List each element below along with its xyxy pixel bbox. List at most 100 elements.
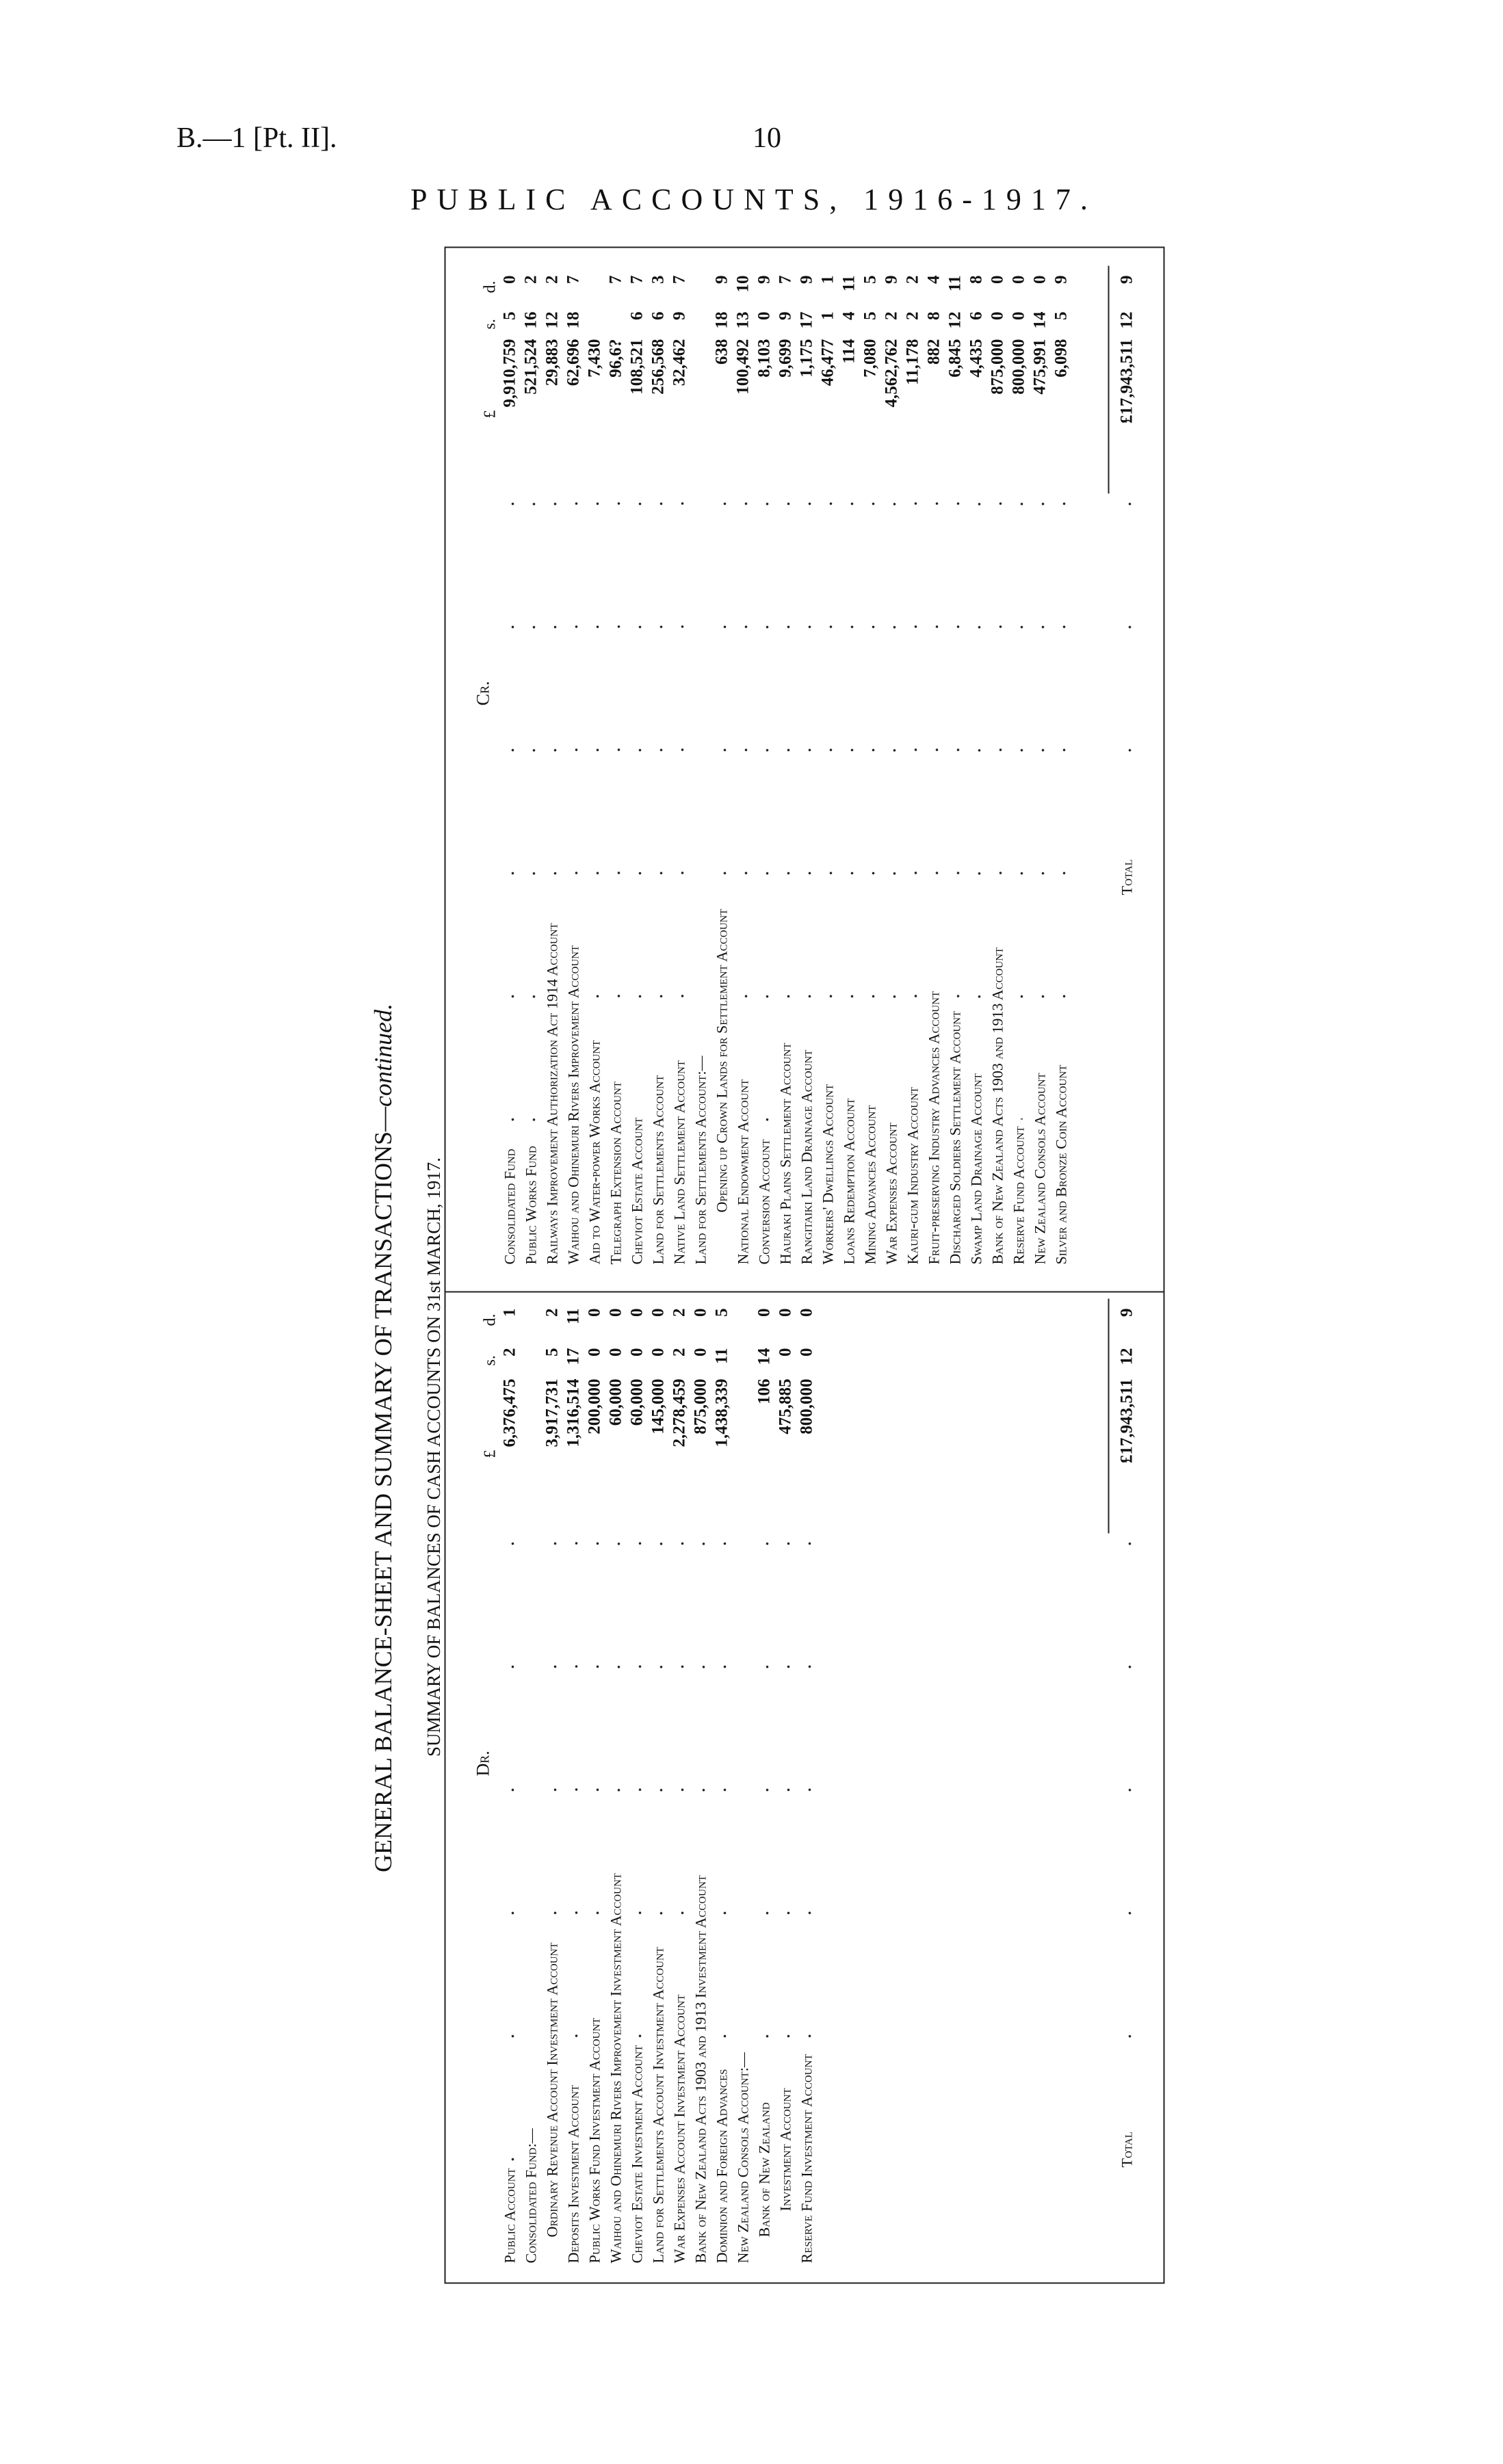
table-row: Consolidated Fund <box>499 436 521 1265</box>
amount-pounds: 9,699 <box>776 339 795 378</box>
amount-pounds: 7,430 <box>585 339 604 378</box>
total-pounds: £17,943,511 <box>1117 1378 1136 1464</box>
amount-pounds: 32,462 <box>670 339 689 386</box>
row-label: Public Works Fund Investment Account <box>586 2017 603 2264</box>
row-label: Land for Settlements Account:— <box>692 1056 709 1265</box>
row-label: Bank of New Zealand Acts 1903 and 1913 I… <box>692 1875 709 2264</box>
cr-pounds-heading: £ <box>481 410 499 419</box>
row-label: Consolidated Fund <box>501 1149 519 1265</box>
amount-pence: 0 <box>691 1308 710 1318</box>
amount-pence: 7 <box>670 275 689 285</box>
cr-pence-heading: d. <box>481 280 499 293</box>
amount-shillings: 0 <box>1009 311 1028 321</box>
amount-pence: 5 <box>712 1308 731 1318</box>
dot-leader <box>711 1482 733 2062</box>
amount-pence: 7 <box>606 275 625 285</box>
amount-pence: 0 <box>797 1308 816 1318</box>
dot-leader <box>923 442 945 984</box>
table-row: Public Account <box>499 1476 521 2264</box>
amount-shillings: 0 <box>776 1348 795 1357</box>
row-label: Ordinary Revenue Account Investment Acco… <box>543 1942 561 2238</box>
row-label: Fruit-preserving Industry Advances Accou… <box>925 991 943 1265</box>
amount-pounds: 800,000 <box>1009 339 1028 395</box>
amount-shillings: 5 <box>1051 311 1071 321</box>
table-row: New Zealand Consols Account:— <box>733 1476 754 2263</box>
amount-pounds: 875,000 <box>988 339 1007 395</box>
amount-pence: 9 <box>797 275 816 285</box>
row-label: Dominion and Foreign Advances <box>713 2069 731 2264</box>
amount-pence: 2 <box>903 275 922 285</box>
table-row: Waihou and Ohinemuri Rivers Improvement … <box>605 1476 627 2264</box>
table-row: Swamp Land Drainage Account <box>965 436 987 1265</box>
amount-shillings: 6 <box>967 311 986 321</box>
table-row: War Expenses Account <box>880 436 902 1265</box>
amount-shillings: 0 <box>649 1348 668 1357</box>
table-row: Reserve Fund Investment Account <box>796 1476 818 2264</box>
amount-pounds: 7,080 <box>861 339 880 378</box>
table-row: New Zealand Consols Account <box>1029 436 1051 1265</box>
row-label: Discharged Soldiers Settlement Account <box>946 1010 964 1265</box>
amount-shillings: 0 <box>606 1348 625 1357</box>
amount-pence: 7 <box>776 275 795 285</box>
total-label: Total <box>1118 2132 1136 2168</box>
row-label: War Expenses Account Investment Account <box>670 1994 688 2264</box>
dot-leader <box>711 442 733 902</box>
amount-shillings: 0 <box>691 1348 710 1357</box>
dot-leader <box>753 442 775 1133</box>
table-row: Opening up Crown Lands for Settlement Ac… <box>711 436 733 1213</box>
table-row: Native Land Settlement Account <box>668 436 690 1265</box>
row-label: Reserve Fund Account <box>1010 1126 1028 1265</box>
dr-shillings-heading: s. <box>481 1355 499 1366</box>
table-row: Ordinary Revenue Account Investment Acco… <box>541 1476 563 2238</box>
table-row: Hauraki Plains Settlement Account <box>774 436 796 1265</box>
amount-pounds: 4,435 <box>967 339 986 378</box>
amount-pounds: 2,278,459 <box>670 1378 689 1447</box>
amount-shillings: 0 <box>755 311 774 321</box>
total-shillings: 12 <box>1117 1348 1136 1365</box>
amount-pence: 0 <box>776 1308 795 1318</box>
dot-leader <box>796 1482 818 2047</box>
amount-shillings: 9 <box>670 311 689 321</box>
table-row: Cheviot Estate Investment Account <box>626 1476 648 2264</box>
dot-leader <box>520 442 542 1140</box>
amount-pence: 8 <box>967 275 986 285</box>
row-label: Native Land Settlement Account <box>670 1060 688 1265</box>
amount-shillings: 2 <box>903 311 922 321</box>
amount-shillings: 0 <box>627 1348 646 1357</box>
row-label: Swamp Land Drainage Account <box>967 1073 985 1265</box>
row-label: Telegraph Extension Account <box>607 1081 625 1265</box>
dot-leader <box>859 442 881 1099</box>
table-row: Public Works Fund Investment Account <box>584 1476 605 2264</box>
table-title-suffix: continued. <box>369 1003 397 1107</box>
dot-leader <box>774 1482 796 2082</box>
dot-leader <box>499 442 521 1142</box>
amount-shillings: 17 <box>797 311 816 329</box>
row-label: Public Works Fund <box>522 1146 540 1265</box>
amount-shillings: 0 <box>585 1348 604 1357</box>
dot-leader <box>838 442 860 1092</box>
amount-pence: 9 <box>1051 275 1071 285</box>
table-row: Fruit-preserving Industry Advances Accou… <box>923 436 945 1265</box>
amount-pence: 9 <box>712 275 731 285</box>
table-row: Reserve Fund Account <box>1008 436 1030 1265</box>
dot-leader <box>499 1482 521 2162</box>
dot-leader <box>562 1482 584 2078</box>
table-row: Mining Advances Account <box>859 436 881 1265</box>
total-pence: 9 <box>1117 1308 1136 1318</box>
amount-pence: 0 <box>988 275 1007 285</box>
row-label: Railways Improvement Authorization Act 1… <box>543 923 561 1265</box>
row-label: Workers' Dwellings Account <box>819 1084 837 1265</box>
dr-total-rule <box>1108 1298 1110 1534</box>
amount-pounds: 46,477 <box>818 339 837 386</box>
amount-pence: 0 <box>585 1308 604 1318</box>
total-pence: 9 <box>1117 275 1136 285</box>
row-label: Bank of New Zealand <box>755 2102 773 2238</box>
amount-pence: 0 <box>500 275 519 285</box>
amount-pounds: 882 <box>924 339 943 365</box>
table-row: Waihou and Ohinemuri Rivers Improvement … <box>562 436 584 1265</box>
amount-pounds: 800,000 <box>797 1378 816 1434</box>
amount-pounds: 9,910,759 <box>500 339 519 408</box>
dot-leader <box>690 1482 711 1869</box>
row-label: Loans Redemption Account <box>840 1098 858 1265</box>
amount-shillings: 5 <box>861 311 880 321</box>
